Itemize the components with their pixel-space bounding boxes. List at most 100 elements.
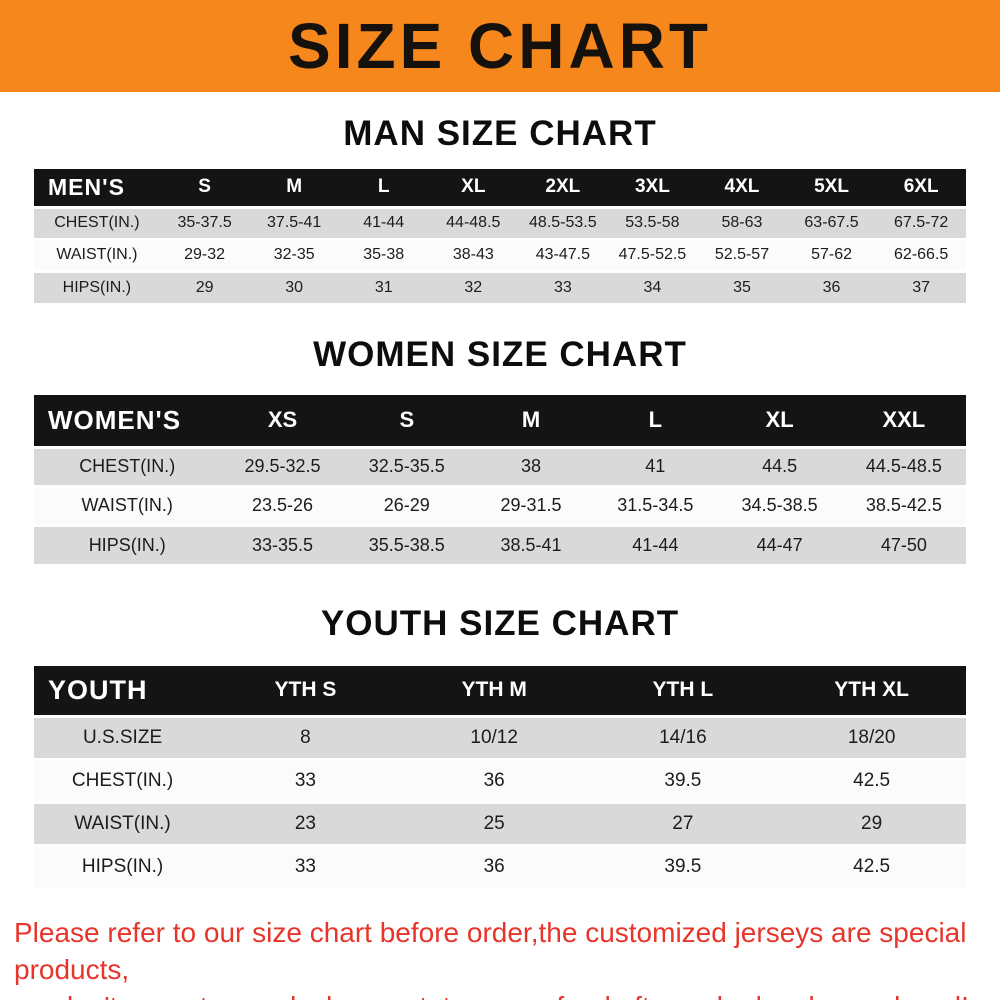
value-cell: 63-67.5: [786, 205, 877, 239]
table-title-cell: YOUTH: [34, 666, 212, 716]
value-cell: 42.5: [777, 757, 966, 802]
value-cell: 39.5: [588, 757, 778, 802]
women-size-chart-heading: WOMEN SIZE CHART: [313, 335, 687, 374]
table-header-row: YOUTH YTH S YTH M YTH L YTH XL: [34, 666, 966, 716]
size-header-cell: XL: [717, 395, 842, 447]
youth-size-table-container: YOUTH YTH S YTH M YTH L YTH XL U.S.SIZE 8 10/12…: [34, 666, 966, 888]
table-row: CHEST(IN.) 35-37.5 37.5-41 41-44 44-48.5 48.5…: [34, 205, 966, 239]
value-cell: 34.5-38.5: [717, 484, 842, 525]
row-label-cell: HIPS(IN.): [34, 843, 212, 888]
value-cell: 57-62: [786, 237, 877, 271]
size-header-cell: L: [338, 169, 429, 207]
value-cell: 35.5-38.5: [344, 523, 469, 564]
row-label-cell: WAIST(IN.): [34, 237, 160, 271]
value-cell: 33-35.5: [220, 523, 345, 564]
value-cell: 47-50: [841, 523, 966, 564]
table-title-cell: MEN'S: [34, 169, 160, 207]
table-row: U.S.SIZE 8 10/12 14/16 18/20: [34, 714, 966, 759]
size-header-cell: S: [159, 169, 250, 207]
table-row: CHEST(IN.) 29.5-32.5 32.5-35.5 38 41 44.5 44.5…: [34, 445, 966, 486]
value-cell: 29: [159, 269, 250, 303]
size-header-cell: YTH L: [588, 666, 778, 716]
row-label-cell: U.S.SIZE: [34, 714, 212, 759]
row-label-cell: HIPS(IN.): [34, 269, 160, 303]
value-cell: 44.5-48.5: [841, 445, 966, 486]
size-header-cell: M: [468, 395, 594, 447]
value-cell: 47.5-52.5: [607, 237, 698, 271]
value-cell: 41-44: [593, 523, 718, 564]
table-row: HIPS(IN.) 29 30 31 32 33 34 35 36 37: [34, 269, 966, 303]
man-size-chart-heading: MAN SIZE CHART: [343, 114, 657, 153]
value-cell: 36: [786, 269, 877, 303]
value-cell: 31: [338, 269, 429, 303]
disclaimer-line-1: Please refer to our size chart before or…: [14, 917, 967, 985]
row-label-cell: WAIST(IN.): [34, 484, 221, 525]
size-header-cell: YTH S: [211, 666, 400, 716]
women-size-chart: WOMEN'S XS S M L XL XXL CHEST(IN.) 29.5-32.5 32.5…: [34, 395, 966, 564]
value-cell: 41: [593, 445, 718, 486]
value-cell: 32.5-35.5: [344, 445, 469, 486]
value-cell: 38: [468, 445, 594, 486]
value-cell: 30: [249, 269, 339, 303]
size-header-cell: XS: [220, 395, 345, 447]
value-cell: 38.5-41: [468, 523, 594, 564]
value-cell: 44-48.5: [428, 205, 519, 239]
value-cell: 37: [876, 269, 966, 303]
man-size-chart: MEN'S S M L XL 2XL 3XL 4XL 5XL 6XL CHEST(IN.) 35-37…: [34, 169, 966, 303]
value-cell: 33: [211, 843, 400, 888]
size-header-cell: L: [593, 395, 718, 447]
value-cell: 31.5-34.5: [593, 484, 718, 525]
value-cell: 34: [607, 269, 698, 303]
row-label-cell: CHEST(IN.): [34, 445, 221, 486]
value-cell: 35-38: [338, 237, 429, 271]
value-cell: 44-47: [717, 523, 842, 564]
size-header-cell: 5XL: [786, 169, 877, 207]
table-row: WAIST(IN.) 29-32 32-35 35-38 38-43 43-47.5 47.…: [34, 237, 966, 271]
value-cell: 44.5: [717, 445, 842, 486]
size-header-cell: 3XL: [607, 169, 698, 207]
value-cell: 29.5-32.5: [220, 445, 345, 486]
value-cell: 35: [697, 269, 787, 303]
size-header-cell: S: [344, 395, 469, 447]
size-header-cell: 4XL: [697, 169, 787, 207]
value-cell: 62-66.5: [876, 237, 966, 271]
value-cell: 42.5: [777, 843, 966, 888]
table-header-row: WOMEN'S XS S M L XL XXL: [34, 395, 966, 447]
value-cell: 29: [777, 800, 966, 845]
disclaimer-line-2: we don't accept cancel, change, teturn o…: [14, 988, 986, 1000]
value-cell: 48.5-53.5: [518, 205, 608, 239]
value-cell: 58-63: [697, 205, 787, 239]
value-cell: 36: [399, 843, 589, 888]
value-cell: 38-43: [428, 237, 519, 271]
value-cell: 10/12: [399, 714, 589, 759]
banner: SIZE CHART: [0, 0, 1000, 92]
value-cell: 8: [211, 714, 400, 759]
value-cell: 18/20: [777, 714, 966, 759]
value-cell: 29-31.5: [468, 484, 594, 525]
man-size-table-container: MEN'S S M L XL 2XL 3XL 4XL 5XL 6XL CHEST(IN.) 35-37…: [34, 169, 966, 303]
value-cell: 39.5: [588, 843, 778, 888]
table-header-row: MEN'S S M L XL 2XL 3XL 4XL 5XL 6XL: [34, 169, 966, 207]
size-header-cell: XXL: [841, 395, 966, 447]
table-row: CHEST(IN.) 33 36 39.5 42.5: [34, 757, 966, 802]
value-cell: 32: [428, 269, 519, 303]
value-cell: 23.5-26: [220, 484, 345, 525]
row-label-cell: CHEST(IN.): [34, 757, 212, 802]
table-row: HIPS(IN.) 33 36 39.5 42.5: [34, 843, 966, 888]
value-cell: 33: [518, 269, 608, 303]
value-cell: 27: [588, 800, 778, 845]
value-cell: 35-37.5: [159, 205, 250, 239]
size-header-cell: 2XL: [518, 169, 608, 207]
value-cell: 33: [211, 757, 400, 802]
women-size-table-container: WOMEN'S XS S M L XL XXL CHEST(IN.) 29.5-32.5 32.5…: [34, 395, 966, 564]
value-cell: 67.5-72: [876, 205, 966, 239]
row-label-cell: WAIST(IN.): [34, 800, 212, 845]
value-cell: 41-44: [338, 205, 429, 239]
value-cell: 43-47.5: [518, 237, 608, 271]
table-row: HIPS(IN.) 33-35.5 35.5-38.5 38.5-41 41-44 44-…: [34, 523, 966, 564]
table-row: WAIST(IN.) 23.5-26 26-29 29-31.5 31.5-34.5 34…: [34, 484, 966, 525]
row-label-cell: HIPS(IN.): [34, 523, 221, 564]
value-cell: 29-32: [159, 237, 250, 271]
youth-size-chart: YOUTH YTH S YTH M YTH L YTH XL U.S.SIZE 8 10/12…: [34, 666, 966, 888]
value-cell: 25: [399, 800, 589, 845]
